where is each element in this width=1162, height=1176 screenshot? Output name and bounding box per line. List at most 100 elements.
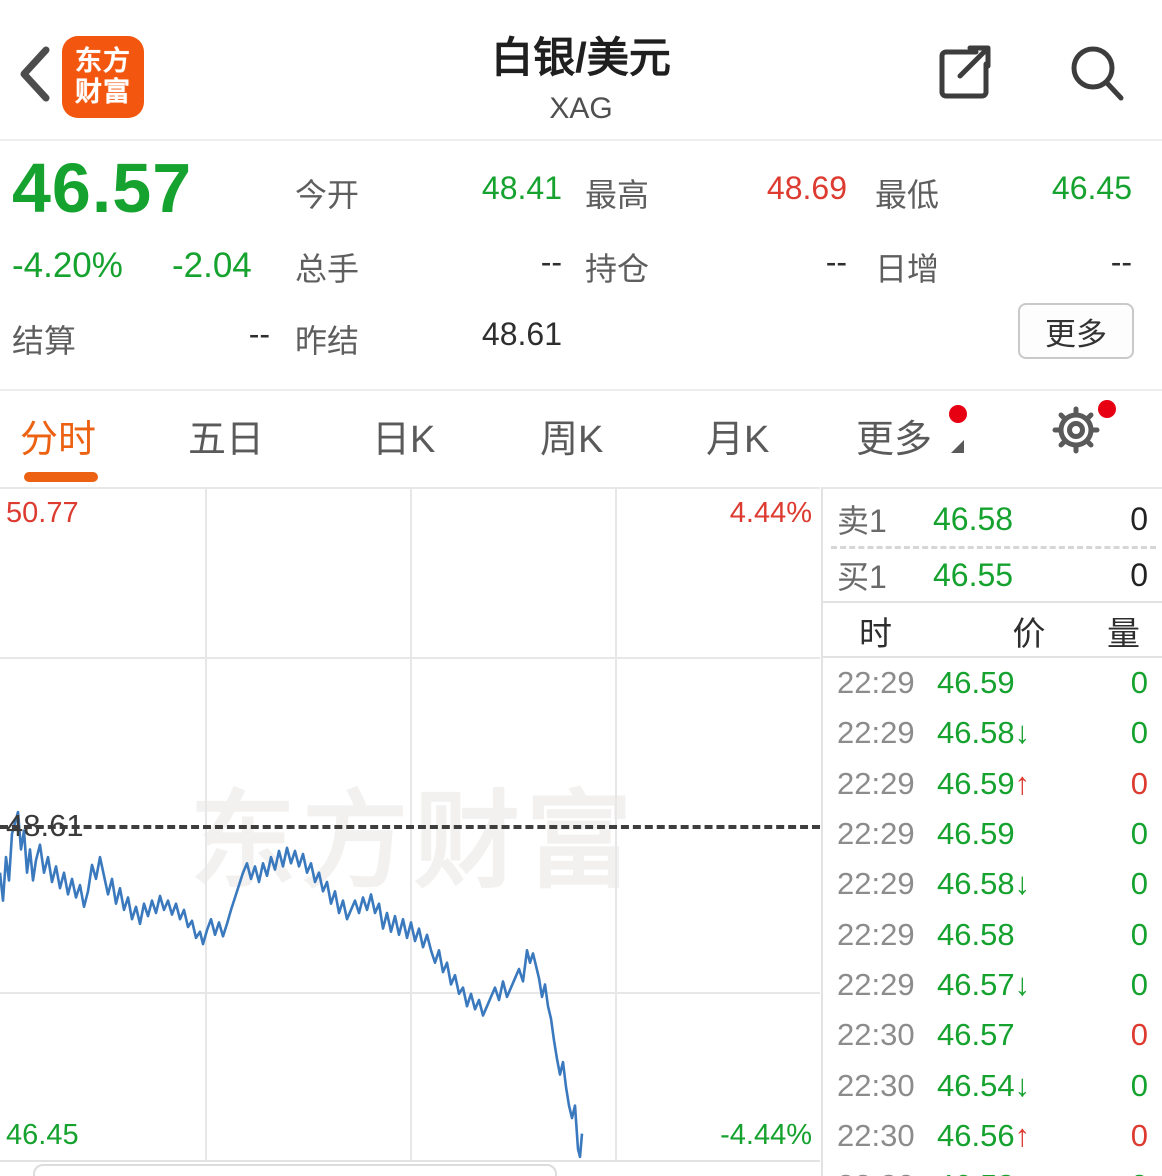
tape-qty: 0 (1130, 866, 1148, 902)
bid-row[interactable]: 买1 46.55 0 (823, 547, 1162, 603)
search-icon (1071, 46, 1124, 101)
tape-price: 46.59↑ (937, 765, 1031, 801)
down-arrow-icon: ↓ (1014, 866, 1031, 902)
bid-label: 买1 (837, 559, 887, 595)
tape-header-time: 时 (859, 615, 892, 652)
tape-time: 22:30 (837, 1117, 915, 1153)
field-label-low: 最低 (875, 177, 940, 213)
last-price: 46.57 (12, 149, 193, 227)
tape-price: 46.57 (937, 1017, 1015, 1053)
field-label-open: 今开 (295, 177, 360, 213)
h-gridline (0, 656, 820, 659)
share-button[interactable] (932, 40, 998, 106)
tape-time: 22:30 (837, 1017, 915, 1053)
tape-qty: 0 (1130, 1017, 1148, 1053)
tape-qty: 0 (1083, 1168, 1148, 1176)
tape-header-price: 价 (1012, 615, 1046, 652)
price-line (0, 810, 584, 1159)
field-value-prev-settlement: 48.61 (481, 316, 562, 352)
tab-2-inactive[interactable]: 五日 (188, 419, 265, 461)
tab-3-inactive[interactable]: 日K (372, 419, 436, 461)
ask-row[interactable]: 卖1 46.58 0 (823, 491, 1162, 547)
tape-time: 22:29 (837, 866, 915, 902)
bid-price: 46.55 (933, 556, 1014, 593)
page-title: 白银/美元 (491, 34, 671, 81)
field-value-open-interest: -- (825, 244, 847, 280)
tape-row-7[interactable]: 22:29 46.57↓ 0 (823, 960, 1162, 1010)
tape-price: 46.54↓ (937, 1067, 1031, 1103)
tape-price: 46.57↓ (937, 966, 1031, 1002)
tape-price: 46.53 (937, 1168, 1083, 1176)
more-tab-badge-dot (949, 405, 967, 423)
tape-price: 46.58↓ (937, 866, 1031, 902)
tab-1-active[interactable]: 分时 (20, 419, 97, 461)
field-label-daily-increase: 日增 (875, 251, 940, 287)
panel-divider-1 (823, 601, 1162, 603)
chevron-left-icon (20, 46, 50, 102)
tape-row-5[interactable]: 22:29 46.58↓ 0 (823, 859, 1162, 909)
bottom-toolbar-partial[interactable] (33, 1164, 557, 1176)
h-gridline (0, 992, 820, 995)
eastmoney-logo[interactable]: 东方 财富 (62, 36, 144, 118)
tape-row-4[interactable]: 22:29 46.59 0 (823, 809, 1162, 859)
tape-row-6[interactable]: 22:29 46.58 0 (823, 909, 1162, 959)
tab-5-inactive[interactable]: 月K (706, 419, 770, 461)
tape-row-1[interactable]: 22:29 46.59 0 (823, 658, 1162, 708)
quote-divider (0, 389, 1162, 391)
field-label-open-interest: 持仓 (585, 251, 650, 287)
tab-6-inactive[interactable]: 更多 (856, 419, 933, 461)
chart-settings-button[interactable] (1048, 402, 1104, 463)
back-button[interactable] (14, 44, 58, 104)
more-info-button[interactable]: 更多 (1018, 303, 1134, 359)
logo-text-bottom: 财富 (75, 77, 131, 107)
order-book-and-tape-panel: 卖1 46.58 0 买1 46.55 0 时 价 量 22:29 46.59 0 2… (821, 487, 1162, 1176)
tape-row-2[interactable]: 22:29 46.58↓ 0 (823, 708, 1162, 758)
up-arrow-icon: ↑ (1014, 1117, 1031, 1153)
pct-min-label: -4.44% (720, 1119, 812, 1151)
field-value-low: 46.45 (1051, 170, 1132, 206)
down-arrow-icon: ↓ (1014, 966, 1031, 1002)
baseline-price-label: 48.61 (6, 807, 84, 843)
tape-header: 时 价 量 (823, 607, 1162, 655)
symbol-code: XAG (549, 92, 613, 125)
field-value-high: 48.69 (766, 170, 847, 206)
intraday-chart[interactable]: 东方财富 48.61 50.77 4.44% 46.45 -4.44% (0, 487, 820, 1162)
order-book-divider (831, 546, 1156, 549)
tape-time: 22:30 (837, 1168, 937, 1176)
tape-row-8[interactable]: 22:30 46.57 0 (823, 1010, 1162, 1060)
tape-qty: 0 (1130, 816, 1148, 852)
field-value-daily-increase: -- (1110, 244, 1132, 280)
field-label-prev-settlement: 昨结 (295, 323, 360, 359)
field-value-settlement: -- (248, 316, 270, 352)
active-tab-underline (24, 472, 98, 482)
tape-list[interactable]: 22:29 46.59 0 22:29 46.58↓ 0 22:29 46.59↑ 0 22:29… (823, 658, 1162, 1176)
tape-time: 22:29 (837, 765, 915, 801)
change-value: -2.04 (172, 246, 252, 285)
field-label-high: 最高 (585, 177, 650, 213)
tape-row-10[interactable]: 22:30 46.56↑ 0 (823, 1111, 1162, 1161)
tape-price: 46.58↓ (937, 715, 1031, 751)
field-label-volume: 总手 (295, 251, 360, 287)
tape-qty: 0 (1130, 916, 1148, 952)
tape-time: 22:30 (837, 1067, 915, 1103)
tape-time: 22:29 (837, 916, 915, 952)
tape-price: 46.59 (937, 665, 1015, 701)
search-button[interactable] (1064, 40, 1130, 106)
tape-qty: 0 (1130, 1067, 1148, 1103)
tape-price: 46.59 (937, 816, 1015, 852)
tape-row-3[interactable]: 22:29 46.59↑ 0 (823, 759, 1162, 809)
tape-time: 22:29 (837, 665, 915, 701)
settings-badge-dot (1098, 400, 1116, 418)
ask-qty: 0 (1130, 500, 1148, 537)
ask-label: 卖1 (837, 503, 887, 539)
tab-4-inactive[interactable]: 周K (540, 419, 604, 461)
share-icon (939, 45, 991, 99)
tape-qty: 0 (1130, 715, 1148, 751)
down-arrow-icon: ↓ (1014, 1067, 1031, 1103)
tape-row-9[interactable]: 22:30 46.54↓ 0 (823, 1060, 1162, 1110)
bid-qty: 0 (1130, 556, 1148, 593)
tape-header-qty: 量 (1107, 615, 1140, 652)
tape-time: 22:29 (837, 715, 915, 751)
